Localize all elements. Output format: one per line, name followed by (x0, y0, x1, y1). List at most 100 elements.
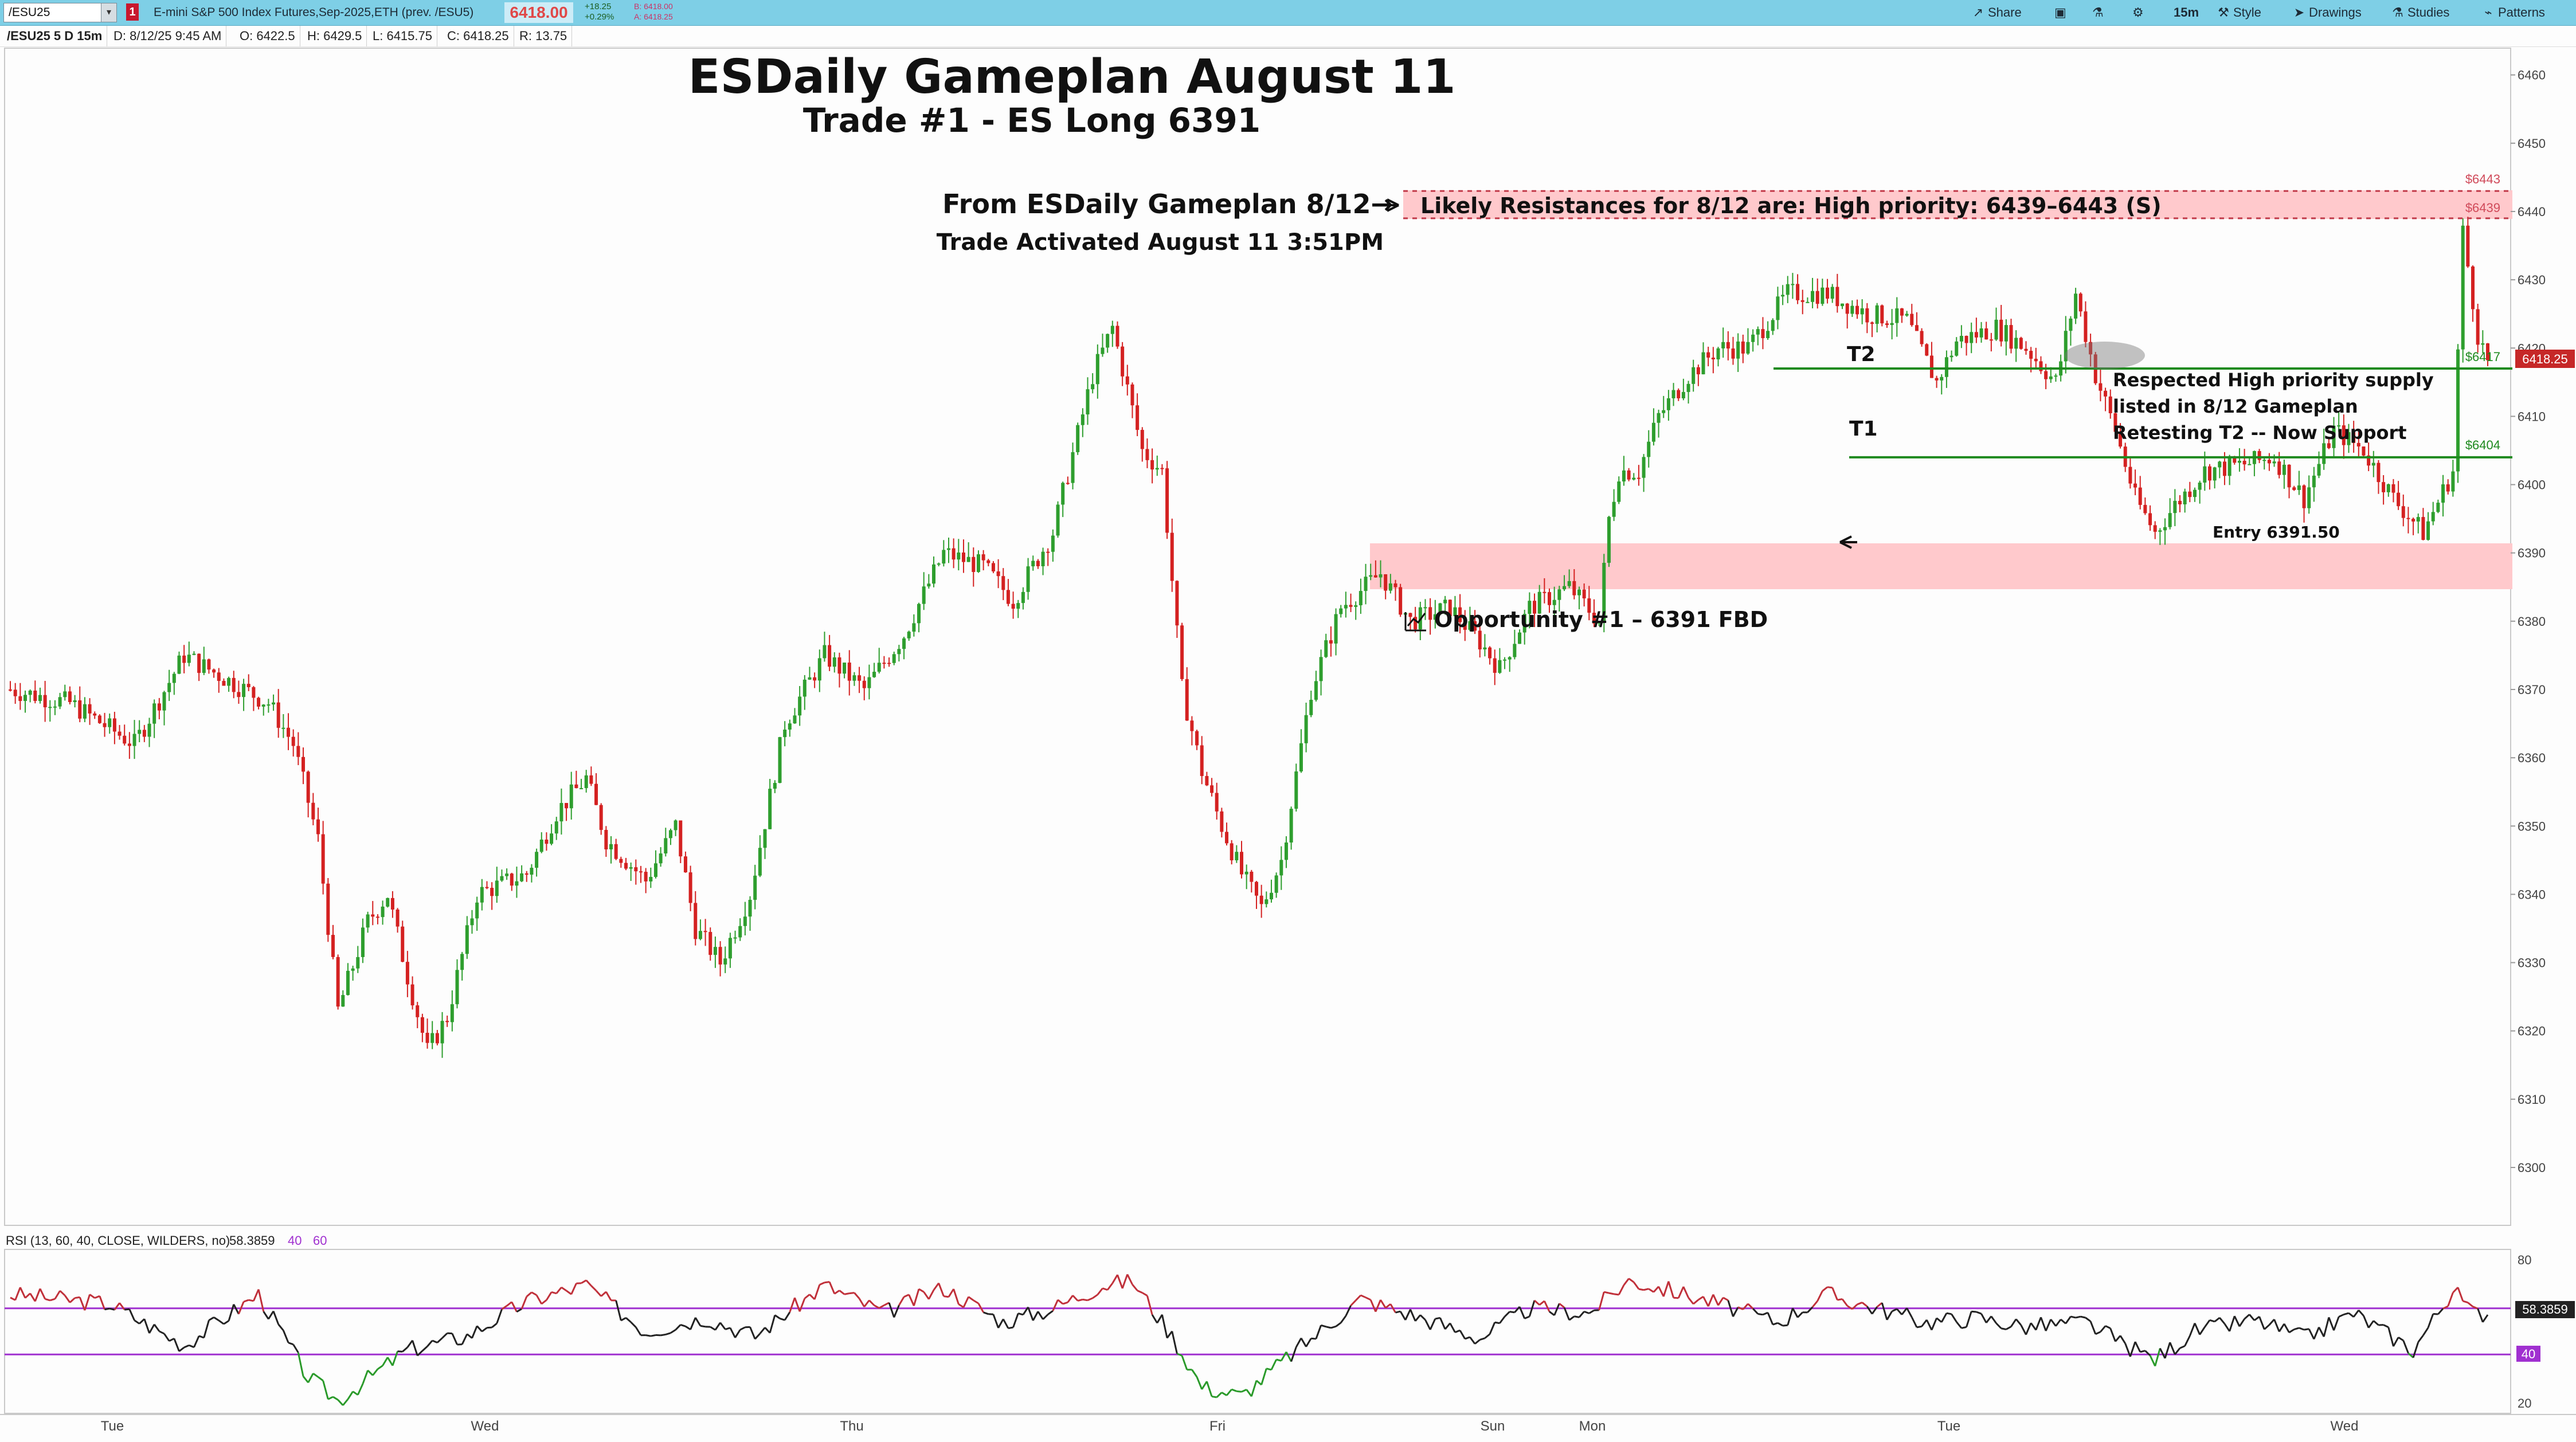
y-tick-label: 6370 (2518, 683, 2546, 697)
rsi-line-segment (526, 1291, 533, 1298)
style-button[interactable]: ⚒ Style (2217, 0, 2261, 25)
rsi-line-segment (1082, 1298, 1088, 1302)
rsi-line-segment (208, 1316, 214, 1321)
rsi-line-segment (789, 1297, 796, 1312)
candle-body (773, 783, 777, 789)
rsi-line-segment (551, 1291, 557, 1295)
rsi-line-segment (2472, 1306, 2479, 1310)
candle-body (644, 872, 648, 881)
rsi-line-segment (183, 1344, 190, 1349)
candle-body (2233, 457, 2237, 463)
rsi-line-segment (1126, 1273, 1133, 1285)
candle-body (1086, 389, 1090, 415)
rsi-line-segment (2115, 1335, 2121, 1342)
rsi-line-segment (2268, 1319, 2275, 1326)
rsi-line-segment (1097, 1287, 1103, 1295)
rsi-line-segment (1822, 1286, 1828, 1292)
symbol-selector[interactable]: /ESU25 ▾ (3, 3, 117, 22)
rsi-line-segment (2393, 1337, 2399, 1347)
rsi-line-segment (1311, 1337, 1317, 1340)
rsi-line-segment (918, 1288, 925, 1293)
candle-body (1959, 335, 1963, 342)
rsi-line-segment (1891, 1308, 1897, 1312)
candle-body (852, 675, 856, 681)
rsi-line-segment (1667, 1281, 1674, 1298)
flask-icon[interactable]: ⚗ (2092, 5, 2104, 19)
candle-body (2292, 487, 2296, 490)
candle-body (1080, 414, 1085, 425)
rsi-line-segment (1499, 1316, 1506, 1324)
rsi-line-segment (506, 1301, 512, 1307)
rsi-line-segment (2025, 1322, 2032, 1335)
patterns-label: Patterns (2498, 5, 2545, 19)
candle-body (1627, 470, 1631, 480)
x-tick-label: Wed (471, 1419, 499, 1434)
candle-body (1875, 305, 1879, 324)
rsi-line-segment (1866, 1306, 1873, 1315)
candle-body (996, 571, 1000, 577)
alert-flag-icon[interactable]: 1 (126, 3, 139, 21)
candle-body (524, 873, 528, 875)
share-button[interactable]: ↗ Share (1972, 0, 2022, 25)
rsi-line-segment (99, 1295, 105, 1310)
rsi-line-segment (1925, 1319, 1933, 1331)
gear-icon[interactable]: ⚙ (2132, 5, 2144, 19)
candle-body (1979, 328, 1983, 338)
candle-body (97, 715, 101, 723)
rsi-line-segment (1266, 1367, 1272, 1371)
rsi-line-segment (2278, 1323, 2285, 1333)
rsi-line-segment (2189, 1323, 2196, 1337)
candle-body (73, 700, 77, 703)
candle-body (2099, 383, 2103, 391)
candle-body (932, 564, 936, 584)
candle-body (1900, 308, 1904, 316)
candle-body (1399, 587, 1403, 615)
candle-body (1250, 871, 1254, 882)
cursor-icon: ➤ (2293, 5, 2305, 19)
screenshot-icon[interactable]: ▣ (2054, 5, 2066, 19)
candle-body (2163, 527, 2167, 531)
drawings-button[interactable]: ➤ Drawings (2293, 0, 2362, 25)
rsi-line-segment (1951, 1313, 1958, 1323)
rsi-line-segment (1752, 1308, 1759, 1315)
symbol-input[interactable]: /ESU25 (9, 6, 50, 19)
candle-body (2039, 361, 2043, 371)
rsi-line-segment (1087, 1297, 1093, 1302)
candle-body (1225, 832, 1229, 844)
entry-arrow-icon (1839, 535, 1857, 549)
rsi-line-segment (491, 1322, 498, 1329)
candle-body (1632, 477, 1636, 480)
rsi-line-segment (1057, 1299, 1064, 1305)
rsi-line-segment (2238, 1318, 2245, 1327)
candle-body (1865, 308, 1869, 323)
candle-body (768, 789, 772, 829)
candle-body (1746, 342, 1750, 354)
candle-body (2397, 492, 2401, 507)
rsi-line-segment (243, 1299, 249, 1303)
studies-button[interactable]: ⚗ Studies (2391, 0, 2449, 25)
timeframe-button[interactable]: 15m (2174, 5, 2199, 19)
level-6404-label: $6404 (2465, 438, 2500, 452)
rsi-line-segment (2075, 1315, 2081, 1319)
rsi-line-segment (1062, 1301, 1068, 1305)
chevron-down-icon[interactable]: ▾ (101, 3, 116, 22)
candle-body (1533, 601, 1537, 614)
rsi-line-segment (1465, 1336, 1470, 1340)
rsi-line-segment (75, 1296, 80, 1299)
rsi-line-segment (1722, 1296, 1729, 1302)
candle-body (1572, 581, 1576, 595)
candle-body (2074, 293, 2078, 319)
candle-body (2461, 225, 2465, 350)
rsi-line-segment (1712, 1294, 1719, 1306)
rsi-line-segment (1633, 1282, 1640, 1290)
patterns-button[interactable]: ⌁ Patterns (2482, 0, 2545, 25)
candle-body (2456, 349, 2460, 472)
rsi-pane-frame (4, 1249, 2511, 1414)
rsi-line-segment (769, 1315, 776, 1334)
rsi-line-segment (1161, 1314, 1168, 1338)
rsi-line-segment (1698, 1296, 1704, 1301)
rsi-line-segment (1559, 1303, 1565, 1308)
bar-date: D: 8/12/25 9:45 AM (109, 26, 227, 46)
rsi-line-segment (1578, 1311, 1585, 1318)
